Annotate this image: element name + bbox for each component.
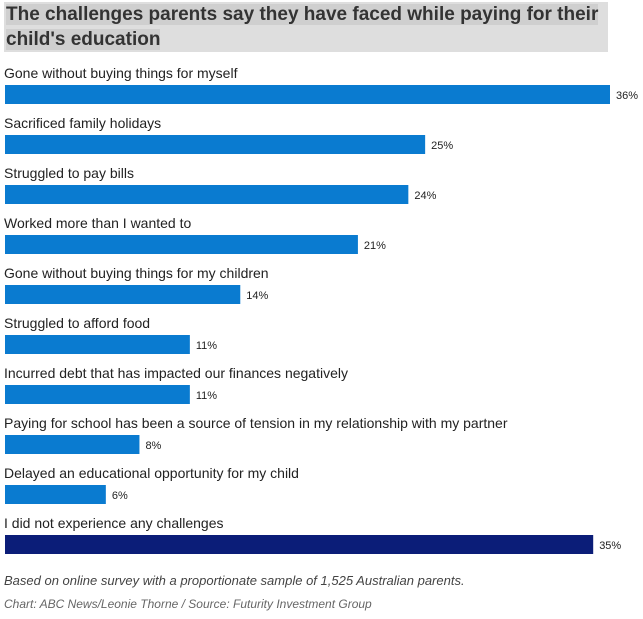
- chart-title: The challenges parents say they have fac…: [4, 2, 608, 52]
- bar-sacrificed-family-holidays: [5, 135, 426, 154]
- value-label-gone-without-buying-things-for-myself: 36%: [616, 90, 638, 102]
- value-label-gone-without-buying-things-for-my-children: 14%: [246, 290, 268, 302]
- category-label-struggled-to-afford-food: Struggled to afford food: [4, 315, 150, 331]
- value-label-worked-more-than-i-wanted-to: 21%: [364, 240, 386, 252]
- bar-struggled-to-pay-bills: [5, 185, 409, 204]
- category-label-delayed-an-educational-opportunity-for-my-child: Delayed an educational opportunity for m…: [4, 465, 299, 481]
- value-label-incurred-debt-that-has-impacted-our-finances-negatively: 11%: [196, 390, 217, 402]
- category-label-struggled-to-pay-bills: Struggled to pay bills: [4, 165, 134, 181]
- bar-worked-more-than-i-wanted-to: [5, 235, 358, 254]
- chart-credit: Chart: ABC News/Leonie Thorne / Source: …: [4, 597, 372, 611]
- category-label-paying-for-school-has-been-a-source-of-tension-in-my-relationship-with-my-partner: Paying for school has been a source of t…: [4, 415, 508, 431]
- category-label-i-did-not-experience-any-challenges: I did not experience any challenges: [4, 515, 223, 531]
- category-label-worked-more-than-i-wanted-to: Worked more than I wanted to: [4, 215, 191, 231]
- bar-gone-without-buying-things-for-myself: [5, 85, 610, 104]
- bar-chart: Gone without buying things for myself 36%…: [4, 65, 638, 554]
- bar-gone-without-buying-things-for-my-children: [5, 285, 241, 304]
- value-label-struggled-to-afford-food: 11%: [196, 340, 217, 352]
- value-label-paying-for-school-has-been-a-source-of-tension-in-my-relationship-with-my-partner: 8%: [145, 440, 161, 452]
- value-label-struggled-to-pay-bills: 24%: [414, 190, 436, 202]
- value-label-i-did-not-experience-any-challenges: 35%: [599, 540, 621, 552]
- bar-delayed-an-educational-opportunity-for-my-child: [5, 485, 106, 504]
- value-label-delayed-an-educational-opportunity-for-my-child: 6%: [112, 490, 128, 502]
- bar-paying-for-school-has-been-a-source-of-tension-in-my-relationship-with-my-partner: [5, 435, 140, 454]
- bar-incurred-debt-that-has-impacted-our-finances-negatively: [5, 385, 190, 404]
- bar-i-did-not-experience-any-challenges: [5, 535, 594, 554]
- value-label-sacrificed-family-holidays: 25%: [431, 140, 453, 152]
- bar-struggled-to-afford-food: [5, 335, 190, 354]
- footnote: Based on online survey with a proportion…: [4, 573, 465, 588]
- category-label-sacrificed-family-holidays: Sacrificed family holidays: [4, 115, 161, 131]
- category-label-gone-without-buying-things-for-myself: Gone without buying things for myself: [4, 65, 238, 81]
- category-label-gone-without-buying-things-for-my-children: Gone without buying things for my childr…: [4, 265, 269, 281]
- category-label-incurred-debt-that-has-impacted-our-finances-negatively: Incurred debt that has impacted our fina…: [4, 365, 348, 381]
